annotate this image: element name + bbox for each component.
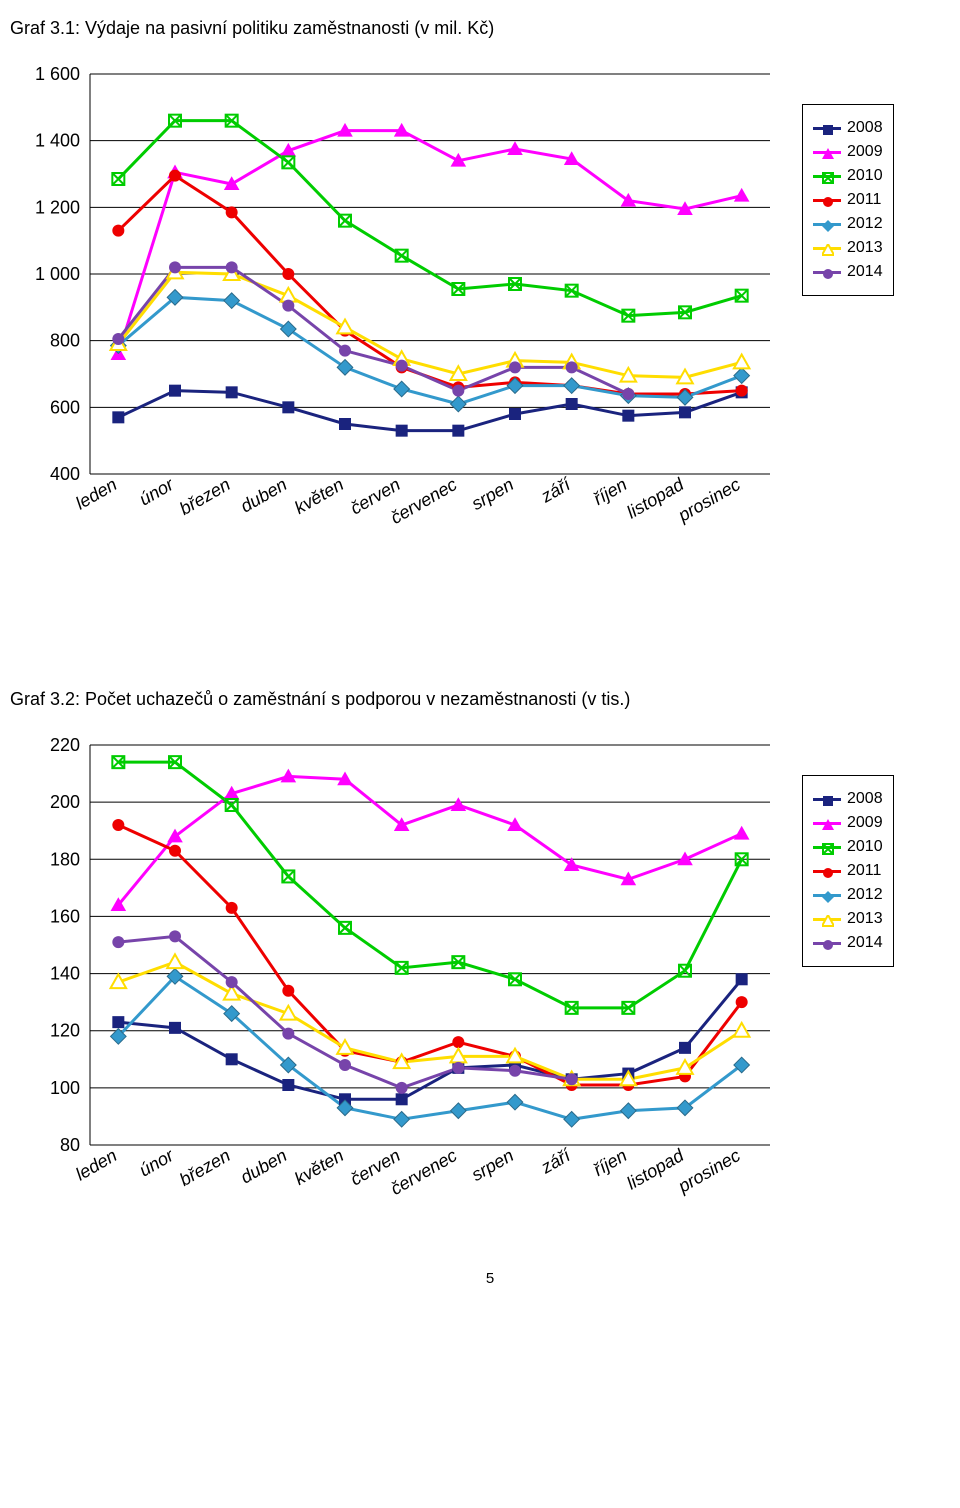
chart2-legend: 2008 2009 2010 xyxy=(802,775,894,967)
svg-text:květen: květen xyxy=(291,474,347,518)
chart2-svg: 80100120140160180200220ledenúnorbřezendu… xyxy=(10,725,790,1225)
legend-label: 2008 xyxy=(847,119,883,137)
legend-item-2008: 2008 xyxy=(813,790,883,808)
svg-text:srpen: srpen xyxy=(468,1145,517,1185)
legend-item-2011: 2011 xyxy=(813,191,883,209)
svg-text:září: září xyxy=(537,1144,576,1178)
svg-text:220: 220 xyxy=(50,735,80,755)
legend-item-2011: 2011 xyxy=(813,862,883,880)
svg-text:120: 120 xyxy=(50,1021,80,1041)
chart1-svg-wrap: 4006008001 0001 2001 4001 600ledenúnorbř… xyxy=(10,54,790,559)
svg-text:1 000: 1 000 xyxy=(35,264,80,284)
chart1-title: Graf 3.1: Výdaje na pasivní politiku zam… xyxy=(10,18,960,39)
legend-item-2009: 2009 xyxy=(813,143,883,161)
svg-text:800: 800 xyxy=(50,331,80,351)
chart1-legend: 2008 2009 2010 xyxy=(802,104,894,296)
chart2-svg-wrap: 80100120140160180200220ledenúnorbřezendu… xyxy=(10,725,790,1230)
svg-text:200: 200 xyxy=(50,792,80,812)
legend-label: 2013 xyxy=(847,910,883,928)
svg-text:duben: duben xyxy=(237,474,290,516)
legend-item-2014: 2014 xyxy=(813,934,883,952)
legend-label: 2010 xyxy=(847,838,883,856)
svg-text:1 200: 1 200 xyxy=(35,197,80,217)
legend-item-2013: 2013 xyxy=(813,239,883,257)
svg-text:únor: únor xyxy=(136,1145,178,1181)
legend-label: 2011 xyxy=(847,191,881,209)
legend-label: 2008 xyxy=(847,790,883,808)
svg-text:160: 160 xyxy=(50,906,80,926)
legend-label: 2012 xyxy=(847,215,883,233)
svg-text:1 400: 1 400 xyxy=(35,131,80,151)
svg-text:1 600: 1 600 xyxy=(35,64,80,84)
svg-text:duben: duben xyxy=(237,1145,290,1187)
page-number: 5 xyxy=(10,1270,960,1287)
legend-label: 2014 xyxy=(847,934,883,952)
svg-text:srpen: srpen xyxy=(468,474,517,514)
legend-label: 2009 xyxy=(847,814,883,832)
chart1-wrap: 4006008001 0001 2001 4001 600ledenúnorbř… xyxy=(10,54,960,559)
legend-item-2012: 2012 xyxy=(813,886,883,904)
svg-text:září: září xyxy=(537,473,576,507)
legend-label: 2012 xyxy=(847,886,883,904)
svg-text:prosinec: prosinec xyxy=(674,474,744,526)
legend-item-2013: 2013 xyxy=(813,910,883,928)
legend-item-2012: 2012 xyxy=(813,215,883,233)
svg-text:březen: březen xyxy=(176,1145,234,1190)
legend-item-2010: 2010 xyxy=(813,167,883,185)
legend-item-2010: 2010 xyxy=(813,838,883,856)
svg-text:400: 400 xyxy=(50,464,80,484)
chart2-title: Graf 3.2: Počet uchazečů o zaměstnání s … xyxy=(10,689,960,710)
chart2-wrap: 80100120140160180200220ledenúnorbřezendu… xyxy=(10,725,960,1230)
svg-text:180: 180 xyxy=(50,849,80,869)
svg-text:květen: květen xyxy=(291,1145,347,1189)
legend-label: 2011 xyxy=(847,862,881,880)
legend-label: 2009 xyxy=(847,143,883,161)
svg-text:březen: březen xyxy=(176,474,234,519)
legend-label: 2013 xyxy=(847,239,883,257)
svg-text:únor: únor xyxy=(136,474,178,510)
svg-text:140: 140 xyxy=(50,964,80,984)
svg-text:80: 80 xyxy=(60,1135,80,1155)
legend-item-2009: 2009 xyxy=(813,814,883,832)
legend-item-2008: 2008 xyxy=(813,119,883,137)
svg-text:prosinec: prosinec xyxy=(674,1145,744,1197)
svg-text:100: 100 xyxy=(50,1078,80,1098)
chart1-svg: 4006008001 0001 2001 4001 600ledenúnorbř… xyxy=(10,54,790,554)
svg-text:600: 600 xyxy=(50,397,80,417)
legend-label: 2014 xyxy=(847,263,883,281)
legend-label: 2010 xyxy=(847,167,883,185)
legend-item-2014: 2014 xyxy=(813,263,883,281)
